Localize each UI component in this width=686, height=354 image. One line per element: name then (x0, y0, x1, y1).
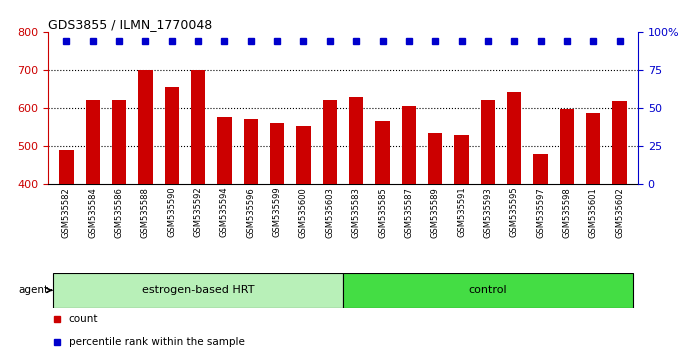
Text: agent: agent (19, 285, 51, 295)
Text: count: count (69, 314, 98, 324)
Bar (244, 119, 258, 184)
Text: control: control (469, 285, 507, 295)
Bar (533, 154, 548, 184)
Bar (217, 118, 232, 184)
Text: percentile rank within the sample: percentile rank within the sample (69, 337, 244, 347)
Bar (270, 123, 285, 184)
Bar (481, 101, 495, 184)
Bar (375, 121, 390, 184)
Bar (586, 113, 600, 184)
Text: estrogen-based HRT: estrogen-based HRT (142, 285, 255, 295)
Bar (59, 150, 73, 184)
Bar (428, 133, 442, 184)
Text: GDS3855 / ILMN_1770048: GDS3855 / ILMN_1770048 (48, 18, 212, 31)
Bar (560, 109, 574, 184)
FancyBboxPatch shape (54, 273, 343, 308)
Bar (112, 101, 126, 184)
Bar (138, 70, 153, 184)
Bar (322, 99, 337, 184)
Bar (507, 92, 521, 184)
Bar (86, 101, 100, 184)
FancyBboxPatch shape (343, 273, 632, 308)
Bar (296, 126, 311, 184)
Bar (454, 135, 469, 184)
Bar (613, 101, 627, 184)
Bar (349, 97, 364, 184)
Bar (165, 87, 179, 184)
Bar (191, 70, 205, 184)
Bar (401, 106, 416, 184)
